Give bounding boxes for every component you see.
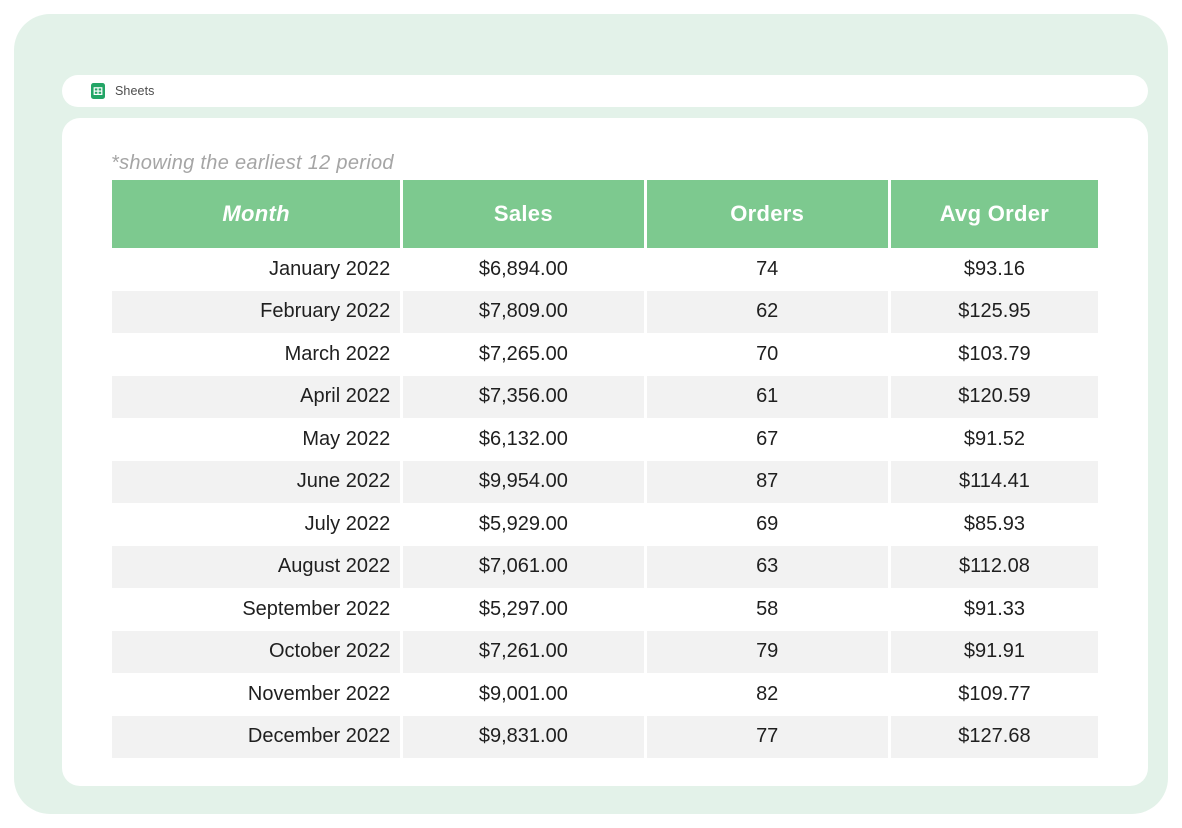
sales-cell: $9,001.00 xyxy=(403,673,644,716)
orders-cell: 82 xyxy=(646,673,888,716)
table-row: September 2022 $5,297.00 58 $91.33 xyxy=(112,588,1098,631)
orders-cell: 70 xyxy=(646,333,888,376)
month-cell: May 2022 xyxy=(112,418,401,461)
sales-cell: $6,894.00 xyxy=(403,248,644,291)
month-cell: March 2022 xyxy=(112,333,401,376)
sales-cell: $7,809.00 xyxy=(403,290,644,333)
sales-cell: $9,831.00 xyxy=(403,715,644,758)
column-header-sales: Sales xyxy=(403,180,644,248)
avg-order-cell: $125.95 xyxy=(890,290,1098,333)
table-row: March 2022 $7,265.00 70 $103.79 xyxy=(112,333,1098,376)
table-row: July 2022 $5,929.00 69 $85.93 xyxy=(112,503,1098,546)
table-row: January 2022 $6,894.00 74 $93.16 xyxy=(112,248,1098,291)
table-row: February 2022 $7,809.00 62 $125.95 xyxy=(112,290,1098,333)
month-cell: July 2022 xyxy=(112,503,401,546)
month-cell: October 2022 xyxy=(112,630,401,673)
orders-cell: 67 xyxy=(646,418,888,461)
orders-cell: 74 xyxy=(646,248,888,291)
table-body: January 2022 $6,894.00 74 $93.16 Februar… xyxy=(112,248,1098,758)
month-cell: January 2022 xyxy=(112,248,401,291)
orders-cell: 61 xyxy=(646,375,888,418)
sales-cell: $7,356.00 xyxy=(403,375,644,418)
avg-order-cell: $109.77 xyxy=(890,673,1098,716)
report-card: *showing the earliest 12 period Month Sa… xyxy=(62,118,1148,786)
orders-cell: 58 xyxy=(646,588,888,631)
avg-order-cell: $120.59 xyxy=(890,375,1098,418)
orders-cell: 69 xyxy=(646,503,888,546)
month-cell: December 2022 xyxy=(112,715,401,758)
avg-order-cell: $114.41 xyxy=(890,460,1098,503)
table-row: June 2022 $9,954.00 87 $114.41 xyxy=(112,460,1098,503)
table-row: November 2022 $9,001.00 82 $109.77 xyxy=(112,673,1098,716)
avg-order-cell: $85.93 xyxy=(890,503,1098,546)
avg-order-cell: $112.08 xyxy=(890,545,1098,588)
orders-cell: 79 xyxy=(646,630,888,673)
avg-order-cell: $91.52 xyxy=(890,418,1098,461)
month-cell: September 2022 xyxy=(112,588,401,631)
table-row: December 2022 $9,831.00 77 $127.68 xyxy=(112,715,1098,758)
sales-cell: $9,954.00 xyxy=(403,460,644,503)
column-header-orders: Orders xyxy=(646,180,888,248)
table-row: May 2022 $6,132.00 67 $91.52 xyxy=(112,418,1098,461)
avg-order-cell: $103.79 xyxy=(890,333,1098,376)
table-row: October 2022 $7,261.00 79 $91.91 xyxy=(112,630,1098,673)
table-row: April 2022 $7,356.00 61 $120.59 xyxy=(112,375,1098,418)
column-header-month: Month xyxy=(112,180,401,248)
month-cell: February 2022 xyxy=(112,290,401,333)
orders-cell: 62 xyxy=(646,290,888,333)
sales-cell: $7,261.00 xyxy=(403,630,644,673)
table-header: Month Sales Orders Avg Order xyxy=(112,180,1098,248)
orders-cell: 87 xyxy=(646,460,888,503)
column-header-avg-order: Avg Order xyxy=(890,180,1098,248)
sheets-icon xyxy=(91,83,105,99)
table-row: August 2022 $7,061.00 63 $112.08 xyxy=(112,545,1098,588)
sheets-tab-label: Sheets xyxy=(115,84,155,98)
sales-cell: $7,061.00 xyxy=(403,545,644,588)
table-header-row: Month Sales Orders Avg Order xyxy=(112,180,1098,248)
month-cell: November 2022 xyxy=(112,673,401,716)
sales-cell: $7,265.00 xyxy=(403,333,644,376)
sales-cell: $5,297.00 xyxy=(403,588,644,631)
orders-cell: 63 xyxy=(646,545,888,588)
sales-cell: $5,929.00 xyxy=(403,503,644,546)
period-caption: *showing the earliest 12 period xyxy=(111,152,394,174)
avg-order-cell: $127.68 xyxy=(890,715,1098,758)
month-cell: August 2022 xyxy=(112,545,401,588)
orders-cell: 77 xyxy=(646,715,888,758)
month-cell: June 2022 xyxy=(112,460,401,503)
avg-order-cell: $93.16 xyxy=(890,248,1098,291)
month-cell: April 2022 xyxy=(112,375,401,418)
avg-order-cell: $91.33 xyxy=(890,588,1098,631)
avg-order-cell: $91.91 xyxy=(890,630,1098,673)
monthly-sales-table: Month Sales Orders Avg Order January 202… xyxy=(109,180,1101,758)
sales-cell: $6,132.00 xyxy=(403,418,644,461)
mint-background-panel: Sheets *showing the earliest 12 period M… xyxy=(14,14,1168,814)
sheets-source-tab[interactable]: Sheets xyxy=(62,75,1148,107)
